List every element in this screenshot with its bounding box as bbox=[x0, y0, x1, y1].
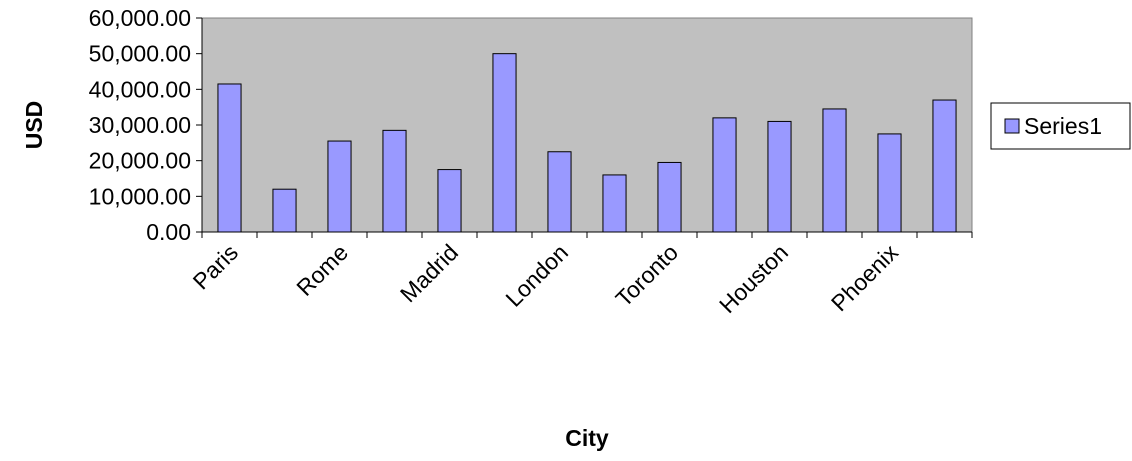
bar-14 bbox=[932, 99, 957, 233]
x-axis: Paris Rome Madrid London Toronto Houston Phoen… bbox=[188, 231, 973, 318]
bar-11 bbox=[767, 120, 792, 233]
x-axis-title: City bbox=[565, 425, 609, 451]
x-tick-label: London bbox=[500, 239, 573, 312]
y-tick-label: 60,000.00 bbox=[89, 5, 191, 31]
bar-10 bbox=[712, 117, 737, 233]
plot-area bbox=[201, 17, 973, 233]
bar-7 bbox=[547, 151, 572, 233]
x-tick-label: Phoenix bbox=[826, 239, 904, 317]
x-tick-label: Toronto bbox=[610, 239, 683, 312]
x-tick-label: Madrid bbox=[395, 239, 463, 307]
legend-label-series1: Series1 bbox=[1024, 113, 1102, 139]
legend: Series1 bbox=[990, 102, 1131, 150]
y-tick-label: 10,000.00 bbox=[89, 183, 191, 209]
bar-8 bbox=[602, 174, 627, 233]
y-tick-label: 0.00 bbox=[146, 219, 191, 245]
bar-9 bbox=[657, 161, 682, 233]
x-tick-label: Paris bbox=[188, 239, 243, 294]
bar-3 bbox=[327, 140, 352, 233]
bar-group bbox=[217, 53, 957, 233]
x-tick-label: Rome bbox=[291, 239, 353, 301]
bar-4 bbox=[382, 129, 407, 233]
y-axis: 0.00 10,000.00 20,000.00 30,000.00 40,000.00… bbox=[89, 5, 203, 245]
y-tick-label: 30,000.00 bbox=[89, 112, 191, 138]
y-axis-title: USD bbox=[21, 101, 47, 150]
y-tick-label: 20,000.00 bbox=[89, 148, 191, 174]
bar-12 bbox=[822, 108, 847, 233]
x-tick-label: Houston bbox=[714, 239, 793, 318]
bar-6 bbox=[492, 53, 517, 233]
y-tick-label: 50,000.00 bbox=[89, 41, 191, 67]
bar-13 bbox=[877, 133, 902, 233]
bar-1 bbox=[217, 83, 242, 233]
legend-swatch bbox=[1004, 118, 1020, 134]
bar-2 bbox=[272, 188, 297, 233]
y-tick-label: 40,000.00 bbox=[89, 76, 191, 102]
bar-5 bbox=[437, 169, 462, 233]
